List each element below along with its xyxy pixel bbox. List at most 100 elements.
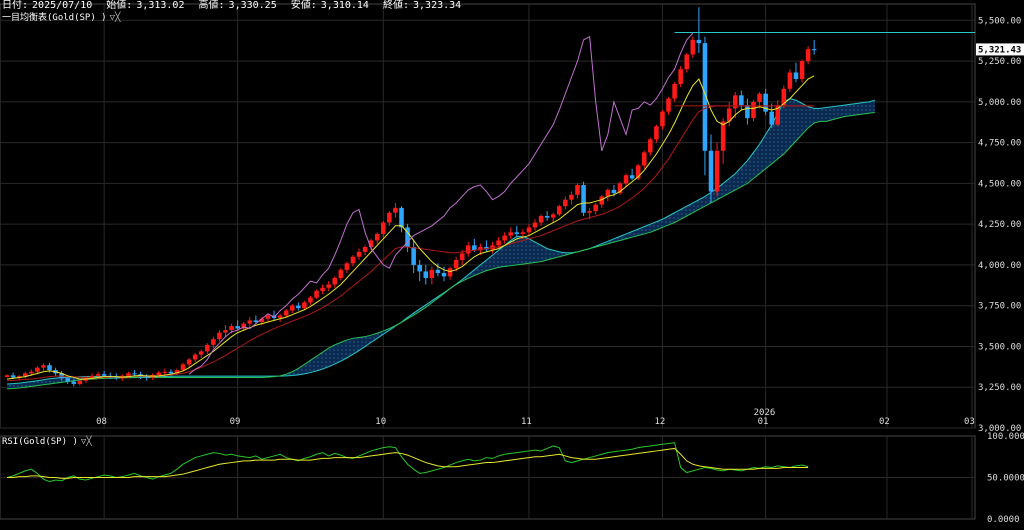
candle-body bbox=[781, 88, 787, 106]
candle-body bbox=[787, 72, 793, 89]
candle-body bbox=[16, 376, 22, 378]
candle-body bbox=[229, 326, 234, 331]
candle-body bbox=[144, 376, 149, 378]
candle-body bbox=[429, 269, 435, 278]
candle-body bbox=[508, 232, 514, 236]
candle-body bbox=[205, 344, 210, 352]
candle-body bbox=[308, 297, 313, 303]
candle-body bbox=[47, 365, 52, 371]
triangle-down-icon[interactable]: ▽ bbox=[109, 13, 116, 23]
candle-body bbox=[635, 165, 641, 179]
last-price-box bbox=[976, 43, 1024, 56]
candle-body bbox=[22, 373, 28, 377]
candle-body bbox=[447, 268, 453, 277]
candle-body bbox=[751, 101, 756, 119]
chikou-line bbox=[188, 32, 694, 375]
candle-body bbox=[648, 139, 653, 153]
candle-body bbox=[174, 370, 180, 374]
candle-body bbox=[411, 246, 416, 265]
candle-body bbox=[296, 305, 301, 309]
x-tick-label: 02 bbox=[879, 417, 890, 427]
candle-body bbox=[156, 372, 162, 375]
candle-body bbox=[320, 287, 325, 292]
candle-body bbox=[769, 111, 774, 125]
main-y-tick-label: 3,000.00 bbox=[978, 424, 1021, 434]
candle-body bbox=[563, 199, 568, 207]
x-tick-label: 01 bbox=[758, 417, 769, 427]
candle-body bbox=[453, 260, 459, 269]
candle-body bbox=[235, 326, 240, 329]
candle-body bbox=[745, 105, 750, 119]
candle-body bbox=[690, 39, 696, 55]
candle-body bbox=[672, 83, 677, 99]
candle-body bbox=[593, 204, 598, 212]
candle-body bbox=[629, 175, 635, 179]
close-x-icon[interactable]: ╳ bbox=[86, 437, 92, 447]
candle-body bbox=[544, 216, 550, 218]
main-y-tick-label: 5,250.00 bbox=[978, 57, 1021, 67]
candle-body bbox=[611, 189, 617, 194]
candle-body bbox=[526, 227, 532, 233]
candle-body bbox=[775, 105, 781, 125]
high-label: 高値: 3,330.25 bbox=[198, 0, 277, 11]
candle-body bbox=[95, 374, 101, 376]
open-label: 始値: 3,313.02 bbox=[106, 0, 185, 11]
main-indicator-name: 一目均衡表(Gold(SP) ) bbox=[2, 13, 107, 23]
candle-body bbox=[289, 305, 295, 311]
x-tick-label: 11 bbox=[521, 417, 532, 427]
candle-body bbox=[192, 354, 198, 360]
main-y-tick-label: 5,500.00 bbox=[978, 16, 1021, 26]
candle-body bbox=[253, 320, 259, 322]
candle-body bbox=[350, 256, 356, 264]
triangle-down-icon[interactable]: ▽ bbox=[80, 437, 87, 447]
candle-body bbox=[168, 371, 174, 374]
candle-body bbox=[259, 318, 265, 322]
candle-body bbox=[338, 269, 344, 278]
candle-body bbox=[514, 232, 520, 234]
candle-body bbox=[714, 150, 720, 192]
candle-body bbox=[587, 211, 592, 213]
candle-body bbox=[684, 54, 690, 70]
candle-body bbox=[459, 253, 465, 261]
candle-body bbox=[362, 246, 368, 252]
candle-body bbox=[557, 206, 562, 215]
main-panel-frame bbox=[0, 3, 976, 429]
candle-body bbox=[126, 373, 131, 376]
candle-body bbox=[368, 240, 374, 247]
candle-body bbox=[241, 323, 246, 329]
candle-body bbox=[113, 376, 119, 379]
x-tick-label: 09 bbox=[230, 417, 241, 427]
candle-body bbox=[678, 69, 683, 84]
candle-body bbox=[569, 194, 574, 200]
candle-body bbox=[314, 291, 319, 298]
candle-body bbox=[696, 39, 702, 44]
main-y-tick-label: 4,000.00 bbox=[978, 261, 1021, 271]
main-y-tick-label: 4,750.00 bbox=[978, 139, 1021, 149]
candle-body bbox=[811, 49, 817, 51]
candle-body bbox=[538, 216, 544, 223]
sub-indicator-label[interactable]: RSI(Gold(SP) ) ▽╳ bbox=[2, 437, 92, 447]
candle-body bbox=[29, 371, 34, 374]
main-indicator-label[interactable]: 一目均衡表(Gold(SP) ) ▽╳ bbox=[2, 13, 120, 23]
close-x-icon[interactable]: ╳ bbox=[115, 13, 121, 23]
candle-body bbox=[641, 152, 647, 166]
candle-body bbox=[720, 121, 726, 151]
candle-body bbox=[344, 263, 350, 270]
candle-body bbox=[265, 315, 271, 319]
sub-y-tick-label: 100.0000 bbox=[987, 432, 1024, 442]
close-label: 終値: 3,323.34 bbox=[382, 0, 462, 11]
tenkan-line bbox=[6, 75, 815, 380]
candle-body bbox=[599, 196, 605, 205]
candle-body bbox=[605, 189, 611, 197]
candle-body bbox=[739, 95, 744, 106]
year-label: 2026 bbox=[754, 408, 776, 418]
candle-body bbox=[381, 222, 386, 234]
candle-body bbox=[186, 359, 192, 365]
sub-indicator-name: RSI(Gold(SP) ) bbox=[2, 437, 78, 447]
candle-body bbox=[441, 273, 447, 277]
candle-body bbox=[4, 375, 10, 377]
main-y-tick-label: 3,250.00 bbox=[978, 383, 1021, 393]
x-tick-label: 03 bbox=[964, 417, 975, 427]
last-price-label: 5,321.43 bbox=[978, 45, 1021, 55]
